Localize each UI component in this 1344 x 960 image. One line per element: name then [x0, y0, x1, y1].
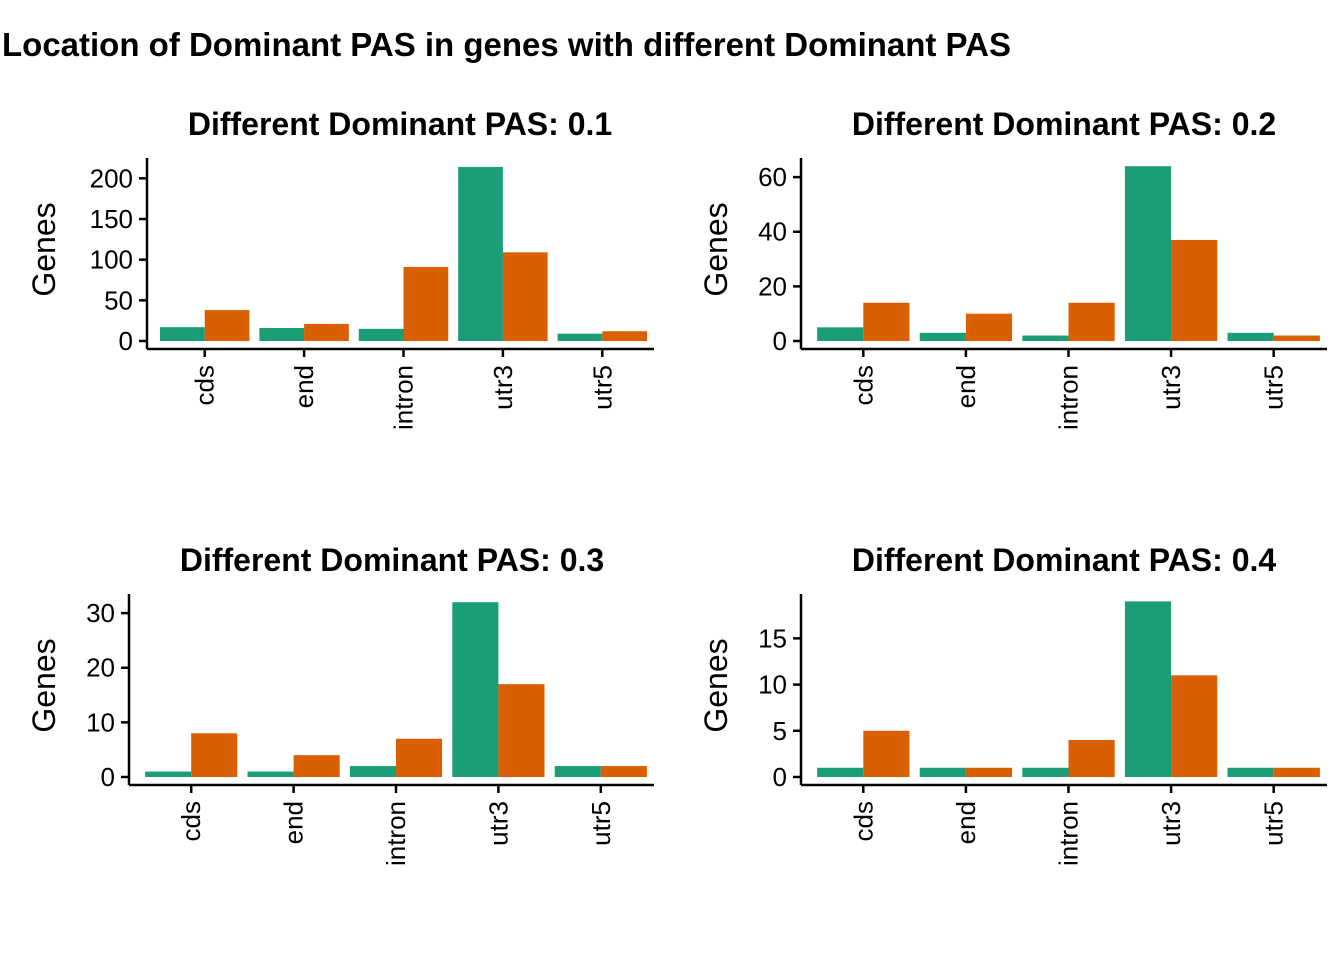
y-tick-label: 200	[90, 163, 133, 193]
y-tick-label: 50	[104, 285, 133, 315]
x-tick-label: utr3	[483, 801, 513, 846]
bar-series-b	[293, 755, 340, 777]
y-tick-label: 20	[86, 653, 115, 683]
bar-series-a	[557, 333, 603, 341]
y-axis-title: Genes	[26, 638, 62, 732]
x-tick-label: intron	[1054, 801, 1084, 866]
bar-series-b	[502, 252, 548, 341]
y-tick-label: 5	[773, 716, 787, 746]
bar-series-a	[458, 166, 503, 341]
bar-series-b	[1171, 239, 1218, 341]
y-tick-label: 0	[101, 762, 115, 792]
bar-series-a	[817, 327, 864, 341]
figure-title: Location of Dominant PAS in genes with d…	[2, 26, 1011, 63]
bar-series-b	[498, 684, 545, 777]
y-axis-title: Genes	[26, 202, 62, 296]
bar-series-b	[863, 730, 910, 777]
y-tick-label: 0	[773, 326, 787, 356]
y-tick-label: 60	[758, 162, 787, 192]
bar-series-a	[1022, 335, 1069, 341]
bar-series-a	[919, 767, 966, 777]
bar-series-b	[403, 266, 449, 341]
x-tick-label: end	[951, 365, 981, 408]
bar-series-a	[358, 328, 404, 341]
x-tick-label: intron	[1054, 365, 1084, 430]
chart-panel: Different Dominant PAS: 0.2 Genes 0 20 40 60 c…	[698, 106, 1327, 430]
y-axis-title: Genes	[698, 638, 734, 732]
y-tick-label: 40	[758, 217, 787, 247]
bar-series-a	[1124, 166, 1172, 341]
bar-series-a	[259, 327, 305, 341]
bar-series-a	[1124, 601, 1172, 777]
y-tick-label: 20	[758, 271, 787, 301]
y-tick-label: 0	[119, 326, 133, 356]
bar-series-a	[349, 766, 396, 777]
bar-series-a	[247, 771, 294, 777]
panel-title: Different Dominant PAS: 0.1	[188, 106, 612, 142]
y-tick-label: 0	[773, 762, 787, 792]
bar-series-a	[1227, 332, 1274, 341]
panel-title: Different Dominant PAS: 0.4	[852, 542, 1277, 578]
chart-panels: Different Dominant PAS: 0.1Genes05010015…	[26, 106, 1327, 866]
bar-series-b	[204, 310, 250, 341]
chart-panel: Different Dominant PAS: 0.1 Genes 0 50 100 15…	[26, 106, 654, 430]
y-tick-label: 10	[86, 707, 115, 737]
bar-series-a	[1022, 767, 1069, 777]
y-axis-title: Genes	[698, 202, 734, 296]
bar-series-b	[600, 766, 647, 777]
bar-series-b	[396, 738, 443, 777]
y-tick-label: 10	[758, 670, 787, 700]
x-tick-label: cds	[848, 801, 878, 841]
bar-series-b	[304, 323, 349, 341]
x-tick-label: end	[951, 801, 981, 844]
bar-series-b	[863, 302, 910, 341]
x-tick-label: cds	[848, 365, 878, 405]
x-tick-label: intron	[381, 801, 411, 866]
y-tick-label: 150	[90, 204, 133, 234]
x-tick-label: utr3	[1156, 365, 1186, 410]
chart-panel: Different Dominant PAS: 0.4 Genes 0 5 10 15 cd…	[698, 542, 1327, 866]
bar-series-a	[452, 602, 499, 777]
bar-series-a	[145, 771, 192, 777]
x-tick-label: utr5	[1259, 801, 1289, 846]
bar-series-b	[1273, 767, 1320, 777]
bar-series-a	[554, 766, 601, 777]
x-tick-label: intron	[389, 365, 419, 430]
bar-series-b	[602, 331, 648, 341]
bar-series-b	[1273, 335, 1320, 341]
x-tick-label: end	[279, 801, 309, 844]
bar-series-a	[919, 332, 966, 341]
bar-series-b	[191, 733, 238, 777]
x-tick-label: utr5	[586, 801, 616, 846]
chart-panel: Different Dominant PAS: 0.3 Genes 0 10 20 30 c…	[26, 542, 654, 866]
x-tick-label: utr5	[587, 365, 617, 410]
panel-title: Different Dominant PAS: 0.2	[852, 106, 1276, 142]
x-tick-label: utr3	[488, 365, 518, 410]
panel-title: Different Dominant PAS: 0.3	[180, 542, 604, 578]
bar-series-a	[817, 767, 864, 777]
bar-series-b	[965, 767, 1013, 777]
x-tick-label: cds	[190, 365, 220, 405]
y-tick-label: 15	[758, 623, 787, 653]
x-tick-label: utr3	[1156, 801, 1186, 846]
bar-series-b	[965, 313, 1013, 341]
x-tick-label: utr5	[1259, 365, 1289, 410]
y-tick-label: 100	[90, 245, 133, 275]
bar-series-b	[1068, 302, 1115, 341]
bar-series-a	[1227, 767, 1274, 777]
bar-series-b	[1171, 675, 1218, 777]
x-tick-label: end	[289, 365, 319, 408]
bar-series-b	[1068, 740, 1115, 777]
x-tick-label: cds	[176, 801, 206, 841]
bar-series-a	[159, 327, 205, 341]
y-tick-label: 30	[86, 598, 115, 628]
